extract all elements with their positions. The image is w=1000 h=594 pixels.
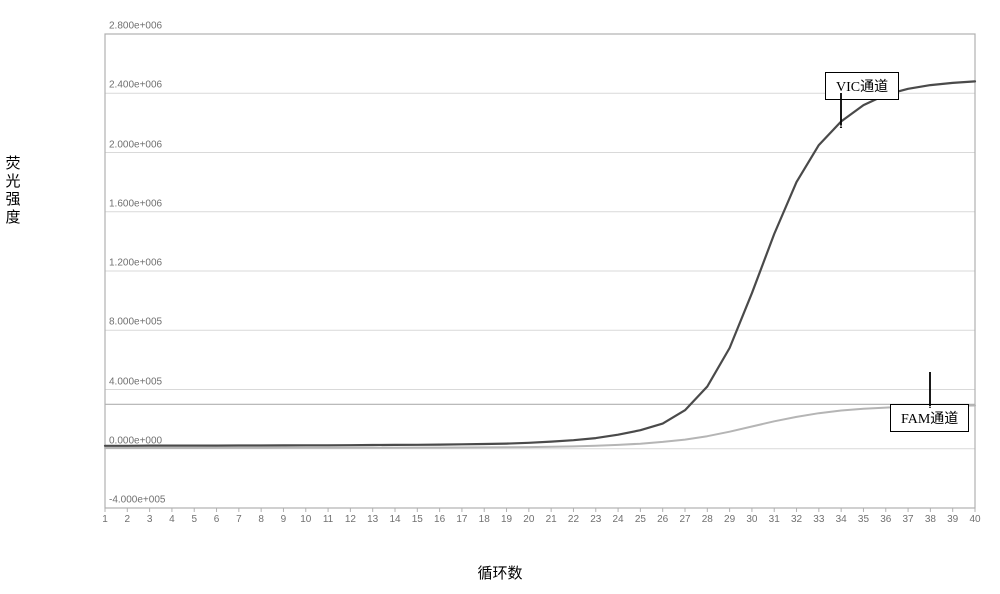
y-tick-label: 4.000e+005	[109, 376, 169, 387]
x-tick-label: 25	[635, 514, 646, 525]
x-tick-label: 17	[456, 514, 467, 525]
x-tick-label: 13	[367, 514, 378, 525]
x-tick-label: 20	[523, 514, 534, 525]
x-tick-label: 11	[323, 514, 333, 525]
x-tick-label: 40	[969, 514, 980, 525]
arrow-vic-icon	[826, 83, 856, 128]
x-tick-label: 14	[389, 514, 400, 525]
callout-fam: FAM通道	[890, 404, 969, 432]
x-tick-label: 32	[791, 514, 802, 525]
x-tick-label: 16	[434, 514, 445, 525]
y-tick-label: 1.600e+006	[109, 198, 169, 209]
x-tick-label: 22	[568, 514, 579, 525]
x-tick-label: 34	[836, 514, 847, 525]
y-tick-label: 2.400e+006	[109, 80, 169, 91]
x-tick-label: 24	[613, 514, 624, 525]
y-axis-label: 荧光强度	[4, 155, 22, 227]
x-tick-label: 21	[546, 514, 557, 525]
x-tick-label: 9	[281, 514, 287, 525]
x-tick-label: 5	[191, 514, 197, 525]
x-tick-label: 19	[501, 514, 512, 525]
x-tick-label: 27	[679, 514, 690, 525]
y-tick-label: 2.000e+006	[109, 139, 169, 150]
y-tick-label: 2.800e+006	[109, 21, 169, 32]
x-tick-label: 26	[657, 514, 668, 525]
x-tick-label: 39	[947, 514, 958, 525]
plot-area: -4.000e+005 0.000e+000 4.000e+005 8.000e+00…	[40, 12, 980, 542]
x-tick-label: 18	[479, 514, 490, 525]
x-tick-label: 6	[214, 514, 220, 525]
x-tick-label: 1	[102, 514, 108, 525]
x-tick-label: 35	[858, 514, 869, 525]
y-tick-label: 0.000e+000	[109, 435, 169, 446]
chart-container: 荧光强度 循环数 -4.000e+005 0.000e+000 4.000e+005…	[0, 0, 1000, 594]
x-tick-label: 10	[300, 514, 311, 525]
x-tick-label: 15	[412, 514, 423, 525]
x-tick-label: 23	[590, 514, 601, 525]
y-tick-label: 8.000e+005	[109, 317, 169, 328]
x-tick-label: 4	[169, 514, 175, 525]
x-tick-label: 28	[702, 514, 713, 525]
x-tick-label: 38	[925, 514, 936, 525]
x-tick-label: 3	[147, 514, 153, 525]
x-tick-label: 7	[236, 514, 242, 525]
y-tick-label: 1.200e+006	[109, 258, 169, 269]
x-tick-label: 2	[125, 514, 131, 525]
x-tick-label: 29	[724, 514, 735, 525]
x-axis-label: 循环数	[0, 562, 1000, 583]
y-tick-label: -4.000e+005	[109, 495, 169, 506]
x-tick-label: 37	[903, 514, 914, 525]
callout-fam-label: FAM通道	[901, 412, 958, 427]
x-tick-label: 31	[769, 514, 780, 525]
x-tick-label: 12	[345, 514, 356, 525]
x-tick-label: 8	[258, 514, 264, 525]
arrow-fam-icon	[915, 362, 945, 408]
x-tick-label: 33	[813, 514, 824, 525]
x-tick-label: 36	[880, 514, 891, 525]
x-tick-label: 30	[746, 514, 757, 525]
